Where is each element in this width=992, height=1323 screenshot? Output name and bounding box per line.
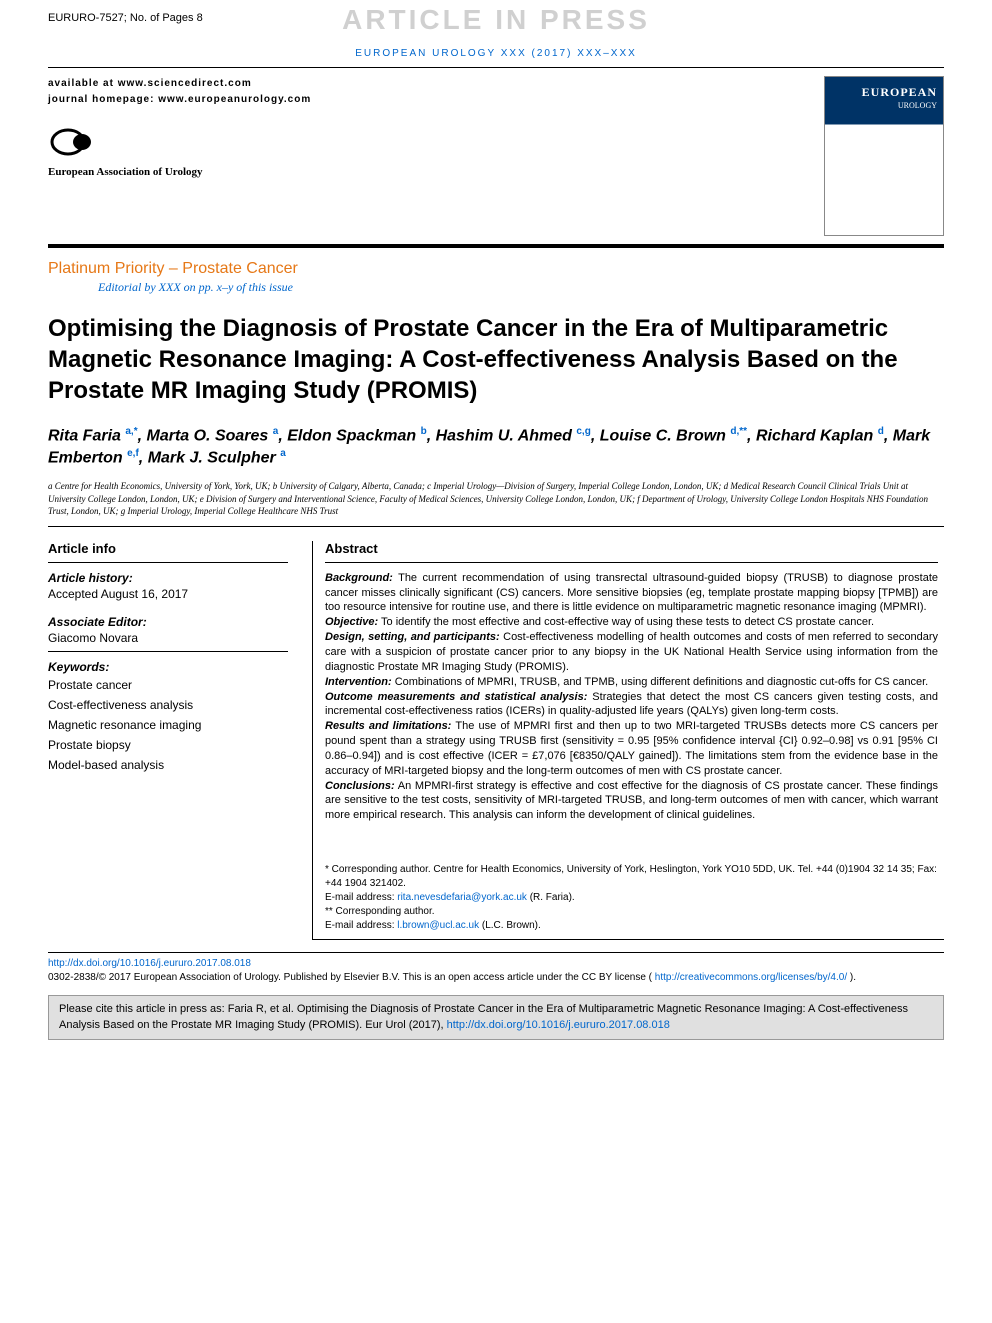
corresponding-author: * Corresponding author. Centre for Healt… xyxy=(325,863,938,933)
info-divider xyxy=(48,651,288,652)
background-text: The current recommendation of using tran… xyxy=(325,572,938,614)
editor-text: Giacomo Novara xyxy=(48,631,288,645)
history-text: Accepted August 16, 2017 xyxy=(48,587,288,601)
conclusions-label: Conclusions: xyxy=(325,780,395,792)
keyword: Model-based analysis xyxy=(48,756,288,774)
cover-title: EUROPEAN xyxy=(862,85,937,100)
header-left: available at www.sciencedirect.com journ… xyxy=(48,76,311,178)
two-column-body: Article info Article history: Accepted A… xyxy=(48,541,944,940)
section-label: Platinum Priority – Prostate Cancer xyxy=(48,260,944,278)
eau-logo-block xyxy=(48,126,311,166)
email-label: E-mail address: xyxy=(325,920,397,931)
design-label: Design, setting, and participants: xyxy=(325,631,500,643)
corr-email-link[interactable]: rita.nevesdefaria@york.ac.uk xyxy=(397,892,527,903)
thick-divider xyxy=(48,244,944,248)
eau-logo-icon xyxy=(48,126,102,166)
watermark: ARTICLE IN PRESS xyxy=(342,4,650,36)
doc-id: EURURO-7527; No. of Pages 8 xyxy=(48,12,203,24)
conclusions-text: An MPMRI-first strategy is effective and… xyxy=(325,780,938,822)
abstract-body: Background: The current recommendation o… xyxy=(325,571,938,823)
journal-ref: EUROPEAN UROLOGY XXX (2017) XXX–XXX xyxy=(48,48,944,59)
intervention-text: Combinations of MPMRI, TRUSB, and TPMB, … xyxy=(395,676,929,688)
corr-email-suffix: (L.C. Brown). xyxy=(482,920,541,931)
outcome-label: Outcome measurements and statistical ana… xyxy=(325,691,587,703)
available-at: available at www.sciencedirect.com xyxy=(48,76,311,92)
results-label: Results and limitations: xyxy=(325,720,451,732)
info-divider xyxy=(48,562,288,563)
copyright-suffix: ). xyxy=(850,972,856,983)
keyword: Magnetic resonance imaging xyxy=(48,716,288,734)
authors: Rita Faria a,*, Marta O. Soares a, Eldon… xyxy=(48,425,944,470)
footer: http://dx.doi.org/10.1016/j.eururo.2017.… xyxy=(48,952,944,985)
keyword: Prostate cancer xyxy=(48,676,288,694)
eau-assoc-name: European Association of Urology xyxy=(48,166,311,178)
corr-email-suffix: (R. Faria). xyxy=(530,892,575,903)
email-label: E-mail address: xyxy=(325,892,397,903)
article-info-column: Article info Article history: Accepted A… xyxy=(48,541,288,940)
history-label: Article history: xyxy=(48,571,288,585)
editorial-by: Editorial by XXX on pp. x–y of this issu… xyxy=(98,280,944,295)
corr-line1: * Corresponding author. Centre for Healt… xyxy=(325,863,938,891)
page: EURURO-7527; No. of Pages 8 ARTICLE IN P… xyxy=(0,0,992,1323)
abstract-heading: Abstract xyxy=(325,541,938,556)
cc-license-link[interactable]: http://creativecommons.org/licenses/by/4… xyxy=(655,972,847,983)
journal-cover-thumbnail: EUROPEAN UROLOGY xyxy=(824,76,944,236)
background-label: Background: xyxy=(325,572,393,584)
cover-sub: UROLOGY xyxy=(898,101,937,110)
objective-text: To identify the most effective and cost-… xyxy=(381,616,874,628)
copyright-text: 0302-2838/© 2017 European Association of… xyxy=(48,972,652,983)
header-row: available at www.sciencedirect.com journ… xyxy=(48,76,944,236)
keywords-label: Keywords: xyxy=(48,660,288,674)
keywords-list: Prostate cancer Cost-effectiveness analy… xyxy=(48,676,288,774)
journal-homepage: journal homepage: www.europeanurology.co… xyxy=(48,92,311,108)
affiliations: a Centre for Health Economics, Universit… xyxy=(48,480,944,527)
keyword: Prostate biopsy xyxy=(48,736,288,754)
corr-line3: ** Corresponding author. xyxy=(325,905,938,919)
abstract-divider xyxy=(325,562,938,563)
intervention-label: Intervention: xyxy=(325,676,392,688)
objective-label: Objective: xyxy=(325,616,378,628)
abstract-column: Abstract Background: The current recomme… xyxy=(312,541,944,940)
article-info-heading: Article info xyxy=(48,541,288,556)
cite-doi-link[interactable]: http://dx.doi.org/10.1016/j.eururo.2017.… xyxy=(447,1019,670,1031)
corr-email-line1: E-mail address: rita.nevesdefaria@york.a… xyxy=(325,891,938,905)
keyword: Cost-effectiveness analysis xyxy=(48,696,288,714)
corr-email-line2: E-mail address: l.brown@ucl.ac.uk (L.C. … xyxy=(325,919,938,933)
article-title: Optimising the Diagnosis of Prostate Can… xyxy=(48,313,944,407)
editor-label: Associate Editor: xyxy=(48,615,288,629)
divider xyxy=(48,67,944,68)
corr-email-link[interactable]: l.brown@ucl.ac.uk xyxy=(397,920,479,931)
doi-link[interactable]: http://dx.doi.org/10.1016/j.eururo.2017.… xyxy=(48,958,251,969)
cite-box: Please cite this article in press as: Fa… xyxy=(48,995,944,1040)
